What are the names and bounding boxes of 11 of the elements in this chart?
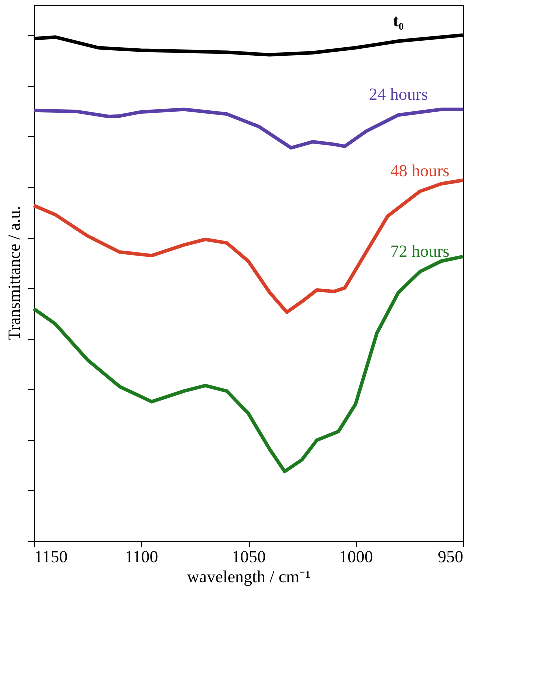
x-tick-label: 1150 <box>34 548 68 566</box>
x-tick-label: 1050 <box>232 548 266 566</box>
series-label: 24 hours <box>369 85 428 104</box>
series-label: t₀ <box>393 11 404 30</box>
x-tick-label: 1000 <box>339 548 374 566</box>
x-tick-label: 950 <box>438 548 464 566</box>
y-axis-title: Transmittance / a.u. <box>5 206 24 341</box>
series-label: 72 hours <box>390 242 450 261</box>
series-label: 48 hours <box>390 162 450 181</box>
x-axis-title: wavelength / cm⁻¹ <box>187 568 311 586</box>
x-tick-label: 1100 <box>125 548 158 566</box>
